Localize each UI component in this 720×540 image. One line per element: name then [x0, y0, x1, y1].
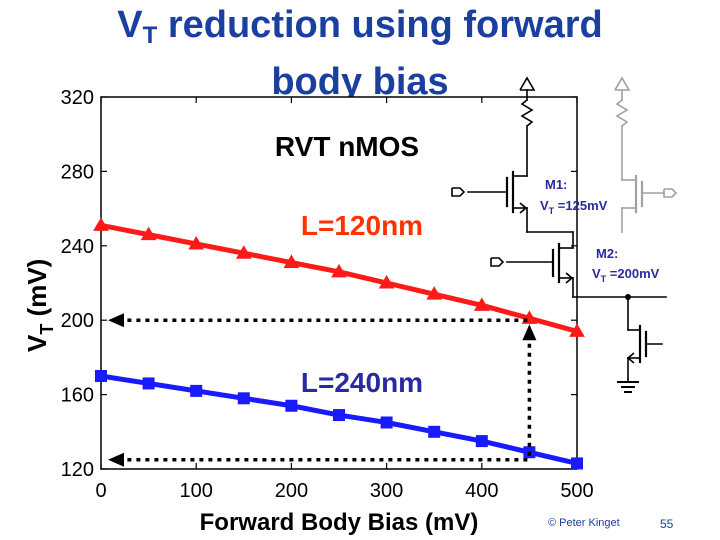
chart-marks	[93, 217, 585, 470]
x-tick-label: 300	[370, 480, 403, 502]
guide-arrowhead-left	[108, 313, 124, 328]
m2-vt-label-sub: T	[601, 274, 607, 284]
x-tick-label: 500	[560, 480, 593, 502]
title-line-1: VT reduction using forward	[0, 2, 720, 59]
data-point	[283, 254, 300, 269]
input-pin	[451, 187, 466, 197]
series-label-l240: L=240nm	[301, 367, 423, 398]
data-point	[571, 457, 583, 470]
slide-title: VT reduction using forward body bias	[0, 2, 720, 105]
source-arrow	[519, 202, 528, 214]
source-arrow	[565, 272, 574, 284]
m1-label: M1:	[545, 177, 567, 192]
x-tick-label: 200	[275, 480, 308, 502]
data-point	[426, 286, 443, 300]
data-point	[190, 384, 203, 397]
data-point	[93, 217, 109, 231]
title-line-1-rest: reduction using forward	[157, 4, 603, 46]
x-tick-label: 100	[180, 480, 213, 502]
copyright-text: © Peter Kinget	[548, 517, 620, 529]
guide-arrowhead-left	[108, 452, 124, 467]
data-point	[333, 409, 345, 422]
y-tick-label: 160	[61, 385, 94, 407]
title-vt-main: V	[117, 4, 143, 46]
data-point	[473, 297, 490, 311]
data-point	[235, 245, 252, 259]
guide-arrowhead-up	[522, 324, 537, 341]
data-point	[95, 370, 107, 382]
y-axis-label-main: V	[22, 334, 52, 352]
m2-vt-label-main: V	[592, 266, 601, 281]
axis-labels: 0 100 200 300 400 500 120 160 200 240 280 320 Forwar…	[22, 87, 594, 536]
series-label-l120: L=120nm	[301, 210, 423, 241]
m1-vt-label-sub: T	[549, 206, 555, 216]
m1-vt-label-value: =125mV	[554, 198, 607, 213]
x-axis-label: Forward Body Bias (mV)	[200, 509, 479, 536]
input-pin	[490, 257, 505, 267]
y-tick-label: 200	[61, 310, 94, 332]
y-tick-label: 280	[61, 161, 94, 183]
data-point	[569, 323, 585, 337]
y-axis-label-unit: (mV)	[22, 259, 52, 324]
plot-area	[100, 96, 578, 470]
data-point	[428, 425, 441, 438]
m2-vt-label-value: =200mV	[606, 266, 659, 281]
supply-triangle-grey	[614, 76, 631, 91]
resistor-icon	[520, 99, 534, 127]
m2-vt-label: VT =200mV	[592, 266, 660, 284]
plot-frame	[100, 96, 578, 470]
m1-vt-label-main: V	[540, 198, 549, 213]
y-axis-label: VT (mV)	[22, 259, 57, 352]
data-point	[378, 275, 395, 289]
data-point	[188, 235, 205, 250]
x-tick-label: 0	[95, 480, 106, 502]
data-point	[285, 399, 298, 412]
title-vt-sub: T	[142, 22, 158, 49]
data-point	[237, 392, 250, 405]
data-point	[142, 377, 155, 390]
resistor-icon-grey	[615, 99, 629, 127]
title-line-2: body bias	[271, 61, 449, 103]
m2-label: M2:	[596, 246, 618, 261]
data-point	[380, 416, 393, 429]
x-tick-label: 400	[465, 480, 498, 502]
device-label: RVT nMOS	[275, 131, 419, 162]
y-tick-label: 240	[61, 236, 94, 258]
data-point	[331, 263, 347, 278]
y-tick-label: 120	[61, 459, 94, 481]
y-axis-label-sub: T	[37, 324, 57, 335]
m1-vt-label: VT =125mV	[540, 198, 608, 216]
data-point	[140, 226, 157, 241]
input-pin-grey	[663, 188, 678, 198]
supply-triangle	[519, 76, 536, 91]
y-tick-label: 320	[61, 87, 94, 109]
page-number: 55	[660, 517, 674, 531]
data-point	[475, 435, 488, 448]
